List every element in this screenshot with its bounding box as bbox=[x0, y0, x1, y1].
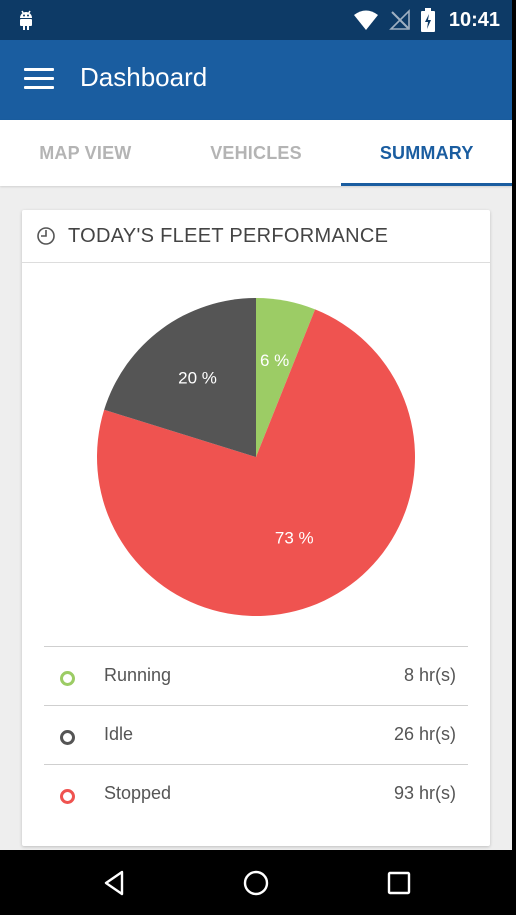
status-icons: 10:41 bbox=[353, 6, 500, 34]
idle-dot-icon bbox=[60, 730, 75, 745]
status-bar: 10:41 bbox=[0, 0, 512, 40]
legend-name: Idle bbox=[104, 724, 134, 744]
back-icon[interactable] bbox=[100, 868, 130, 898]
tab-vehicles[interactable]: VEHICLES bbox=[210, 143, 302, 163]
pie-label-running: 6 % bbox=[260, 351, 289, 370]
stopped-dot-icon bbox=[60, 789, 75, 804]
pie-slice-idle bbox=[104, 298, 257, 457]
card-header: TODAY'S FLEET PERFORMANCE bbox=[22, 210, 490, 263]
legend-value: 93 hr(s) bbox=[393, 783, 456, 803]
screen-edge bbox=[512, 0, 516, 915]
pie-label-idle: 20 % bbox=[178, 369, 217, 388]
recents-icon[interactable] bbox=[384, 868, 414, 898]
wifi-icon bbox=[353, 10, 378, 30]
legend-row-stopped: Stopped 93 hr(s) bbox=[44, 764, 468, 823]
app-bar: Dashboard bbox=[0, 40, 512, 120]
legend-name: Running bbox=[104, 665, 172, 685]
menu-icon[interactable] bbox=[24, 68, 54, 90]
pie-chart: 6 % 73 % 20 % bbox=[96, 298, 415, 616]
navigation-bar bbox=[0, 850, 516, 915]
tab-bar: MAP VIEW VEHICLES SUMMARY bbox=[0, 120, 512, 186]
tab-summary[interactable]: SUMMARY bbox=[341, 120, 512, 186]
legend-row-running: Running 8 hr(s) bbox=[44, 646, 468, 705]
legend-value: 8 hr(s) bbox=[403, 665, 456, 685]
running-dot-icon bbox=[60, 671, 75, 686]
legend-value: 26 hr(s) bbox=[393, 724, 456, 744]
pie-slice-stopped bbox=[96, 309, 415, 616]
legend-row-idle: Idle 26 hr(s) bbox=[44, 705, 468, 764]
android-icon bbox=[20, 10, 32, 30]
fleet-performance-card: TODAY'S FLEET PERFORMANCE 6 % 73 % 20 % Ru… bbox=[22, 210, 490, 846]
tab-map-view[interactable]: MAP VIEW bbox=[39, 143, 132, 163]
status-time: 10:41 bbox=[448, 8, 500, 31]
battery-charging-icon bbox=[420, 8, 435, 32]
clock-icon bbox=[37, 227, 55, 245]
home-icon[interactable] bbox=[241, 868, 271, 898]
page-title: Dashboard bbox=[80, 62, 208, 92]
legend-name: Stopped bbox=[104, 783, 172, 803]
legend: Running 8 hr(s) Idle 26 hr(s) Stopped 93… bbox=[44, 646, 468, 823]
pie-slice-running bbox=[256, 298, 316, 457]
card-title: TODAY'S FLEET PERFORMANCE bbox=[68, 225, 389, 247]
no-signal-icon bbox=[388, 9, 410, 30]
pie-label-stopped: 73 % bbox=[275, 528, 314, 547]
